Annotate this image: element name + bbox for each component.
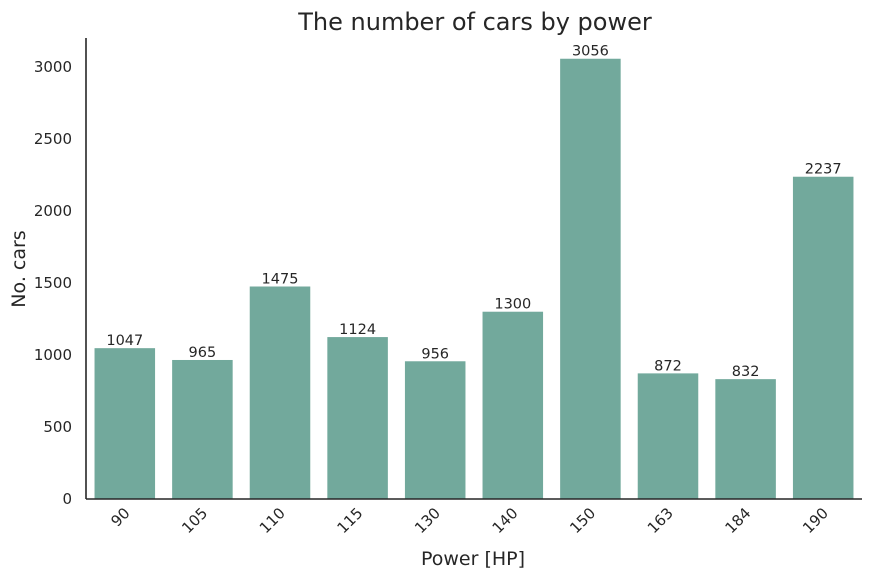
bar-150 [560, 58, 621, 500]
bar-value-label-115: 1124 [339, 322, 376, 338]
bar-163 [637, 373, 699, 499]
bar-130 [404, 361, 466, 499]
x-axis-label: Power [HP] [421, 548, 525, 570]
bar-140 [482, 311, 544, 499]
x-tick-label-150: 150 [566, 504, 599, 537]
x-tick-label-110: 110 [256, 504, 289, 537]
bar-labels-group: 1047 965 1475 1124 956 1300 3056 872 832 2237 [106, 44, 841, 380]
bar-115 [327, 337, 388, 499]
y-tick-label-1500: 1500 [34, 274, 72, 292]
bar-value-label-190: 2237 [805, 162, 842, 178]
bar-value-label-150: 3056 [572, 44, 609, 60]
bar-90 [94, 348, 156, 499]
bars-group [94, 58, 854, 500]
y-axis-ticks: 0 500 1000 1500 2000 2500 3000 [34, 58, 72, 508]
bar-value-label-110: 1475 [262, 272, 299, 288]
x-axis-ticks: 90 105 110 115 130 140 150 163 184 190 [107, 504, 832, 537]
x-tick-label-140: 140 [489, 504, 522, 537]
bar-value-label-130: 956 [421, 346, 449, 362]
bar-110 [249, 286, 311, 499]
y-tick-label-3000: 3000 [34, 58, 72, 76]
x-tick-label-105: 105 [178, 504, 211, 537]
bar-184 [715, 379, 776, 499]
bar-value-label-184: 832 [732, 364, 760, 380]
x-tick-label-184: 184 [721, 504, 754, 537]
y-tick-label-2500: 2500 [34, 130, 72, 148]
y-axis-label: No. cars [8, 230, 30, 307]
x-tick-label-190: 190 [799, 504, 832, 537]
chart-title: The number of cars by power [297, 8, 652, 36]
bar-105 [172, 359, 233, 499]
y-tick-label-1000: 1000 [34, 346, 72, 364]
x-tick-label-90: 90 [107, 504, 133, 530]
bar-190 [792, 176, 854, 500]
x-tick-label-163: 163 [644, 504, 677, 537]
y-tick-label-2000: 2000 [34, 202, 72, 220]
bar-value-label-90: 1047 [106, 333, 143, 349]
y-tick-label-0: 0 [62, 490, 72, 508]
x-tick-label-130: 130 [411, 504, 444, 537]
bar-value-label-105: 965 [189, 345, 217, 361]
bar-value-label-163: 872 [654, 358, 682, 374]
bar-value-label-140: 1300 [494, 297, 531, 313]
y-tick-label-500: 500 [43, 418, 72, 436]
x-tick-label-115: 115 [333, 504, 366, 537]
